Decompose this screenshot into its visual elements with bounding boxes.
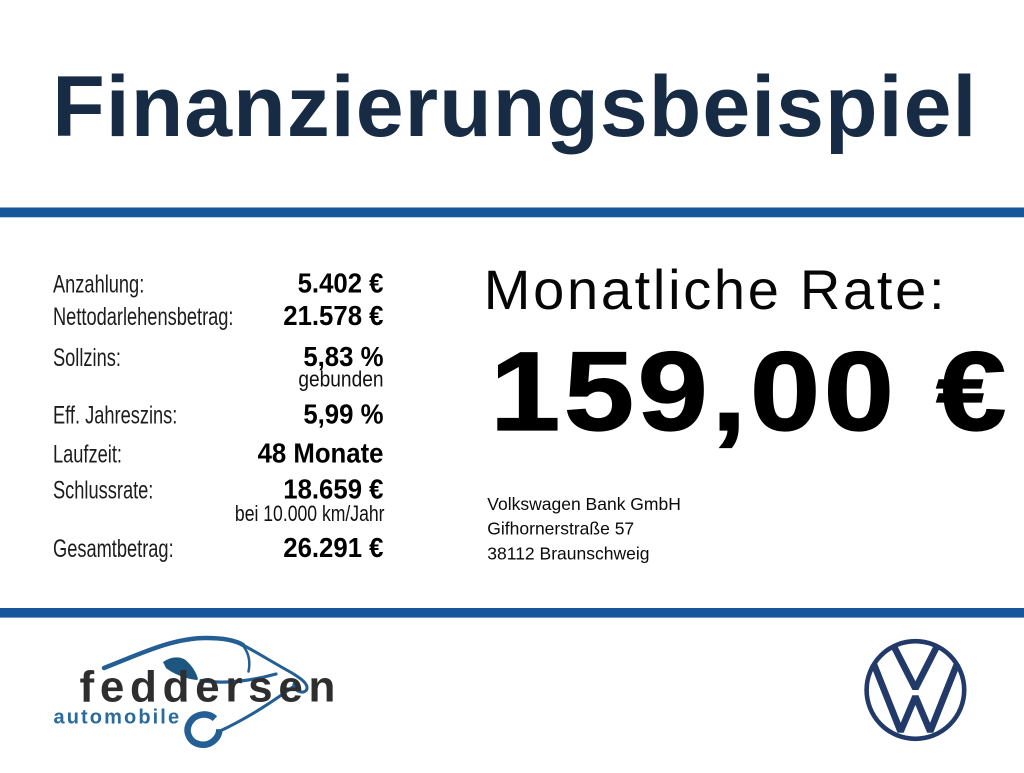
svg-text:Schlussrate:: Schlussrate:: [53, 476, 153, 505]
svg-text:5.402 €: 5.402 €: [298, 267, 384, 298]
svg-text:feddersen: feddersen: [80, 663, 342, 712]
svg-text:gebunden: gebunden: [298, 367, 383, 392]
svg-text:18.659 €: 18.659 €: [283, 474, 383, 505]
svg-text:Nettodarlehensbetrag:: Nettodarlehensbetrag:: [53, 302, 233, 331]
svg-text:159,00 €: 159,00 €: [490, 330, 1010, 455]
svg-text:Monatliche Rate:: Monatliche Rate:: [484, 258, 947, 321]
svg-text:Laufzeit:: Laufzeit:: [53, 440, 122, 469]
svg-text:Sollzins:: Sollzins:: [53, 343, 121, 372]
svg-text:automobile: automobile: [54, 707, 182, 729]
svg-text:Anzahlung:: Anzahlung:: [53, 269, 144, 298]
svg-text:48 Monate: 48 Monate: [258, 438, 384, 469]
svg-text:bei 10.000 km/Jahr: bei 10.000 km/Jahr: [235, 502, 385, 526]
svg-text:Volkswagen Bank GmbH: Volkswagen Bank GmbH: [487, 494, 681, 514]
svg-text:5,99 %: 5,99 %: [303, 399, 383, 430]
svg-text:Finanzierungsbeispiel: Finanzierungsbeispiel: [52, 59, 977, 155]
svg-text:Eff. Jahreszins:: Eff. Jahreszins:: [53, 401, 177, 430]
svg-text:26.291 €: 26.291 €: [283, 532, 383, 563]
svg-text:38112 Braunschweig: 38112 Braunschweig: [487, 543, 649, 563]
svg-text:Gifhornerstraße 57: Gifhornerstraße 57: [487, 519, 634, 539]
svg-text:21.578 €: 21.578 €: [283, 300, 383, 331]
svg-text:5,83 %: 5,83 %: [303, 341, 383, 372]
svg-text:Gesamtbetrag:: Gesamtbetrag:: [53, 534, 174, 563]
